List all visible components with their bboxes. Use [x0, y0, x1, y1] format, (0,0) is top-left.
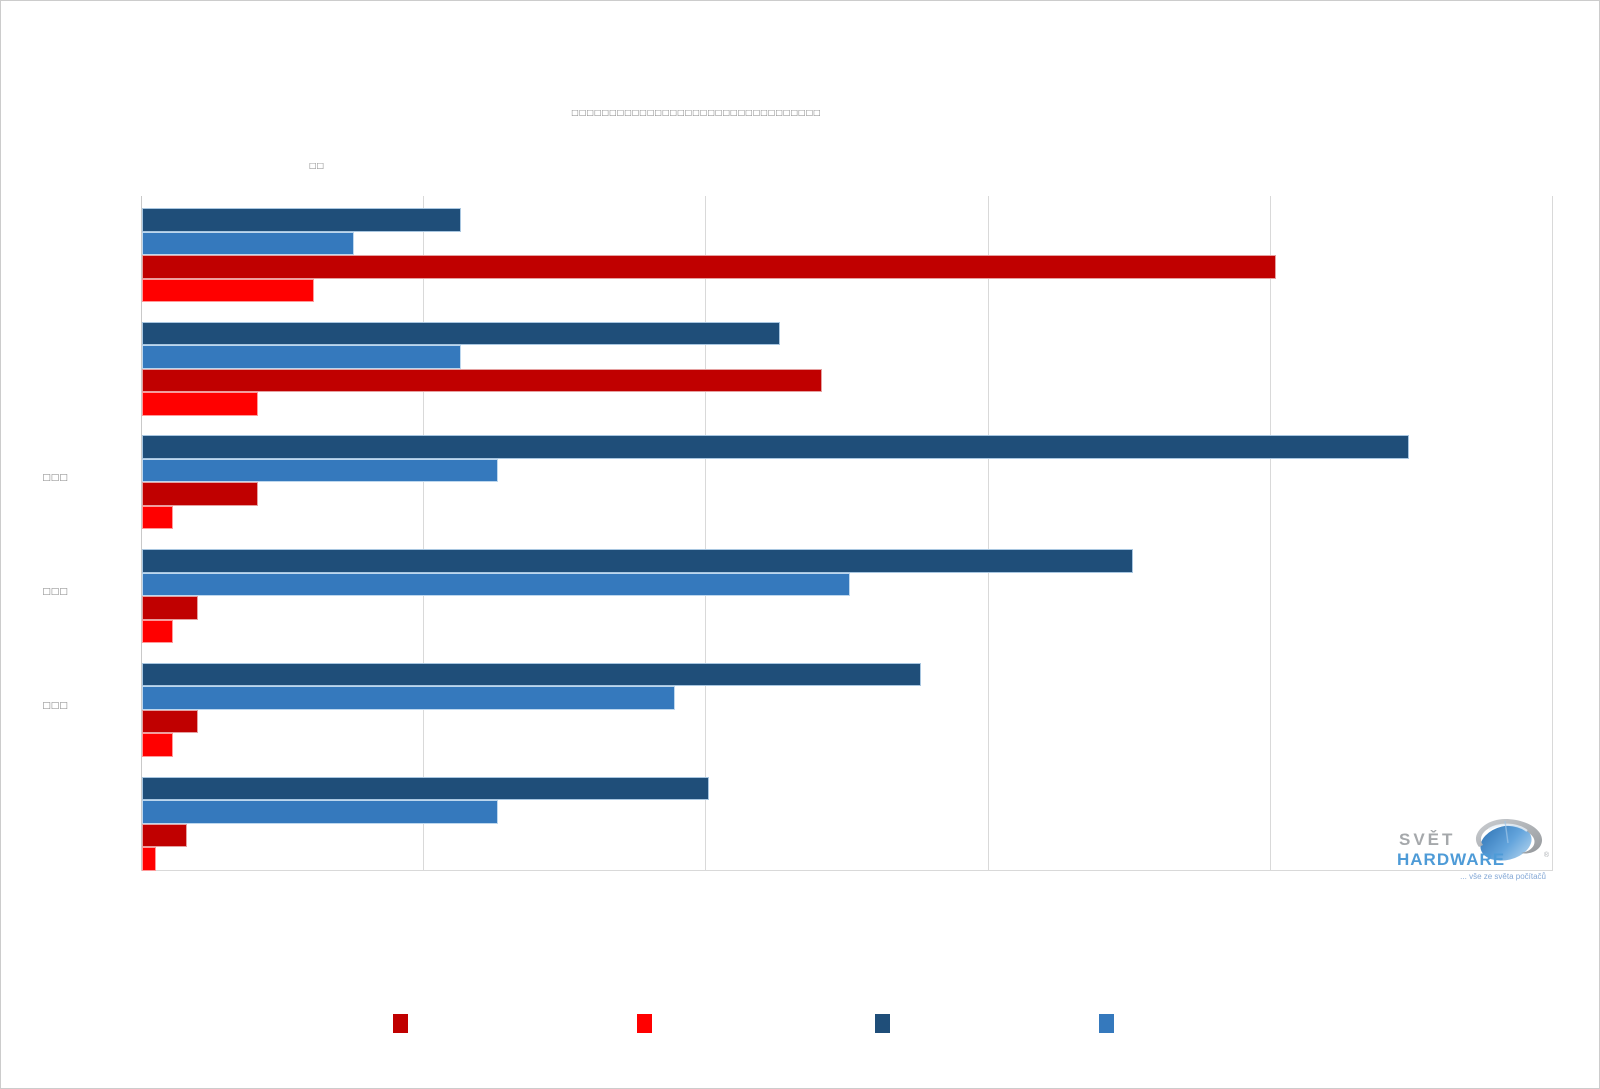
axis-units-label: □□ — [309, 161, 325, 170]
bar-dark-blue-group-1 — [142, 208, 461, 232]
bar-dark-blue-group-3 — [142, 435, 1410, 459]
bar-dark-red-group-5 — [142, 709, 199, 734]
category-label-4: □□□ — [42, 587, 68, 597]
logo-text-hardware: HARDWARE — [1397, 850, 1506, 869]
logo-tagline: ... vše ze světa počítačů — [1460, 872, 1546, 881]
bar-red-group-5 — [142, 733, 174, 757]
bar-medium-blue-group-2 — [142, 345, 461, 369]
legend-dark-red-swatch — [393, 1014, 408, 1033]
legend-medium-blue-swatch — [1099, 1014, 1114, 1033]
bar-dark-blue-group-5 — [142, 662, 921, 687]
bar-dark-red-group-4 — [142, 596, 199, 620]
bar-red-group-4 — [142, 619, 174, 644]
bar-dark-blue-group-4 — [142, 549, 1133, 573]
mouse-logo-icon — [1459, 813, 1545, 870]
category-label-5: □□□ — [42, 701, 68, 711]
gridline-x-3 — [987, 196, 989, 870]
gridline-x-2 — [705, 196, 707, 870]
bar-red-group-6 — [142, 847, 157, 871]
chart-title: □□□□□□□□□□□□□□□□□□□□□□□□□□□□□□□□□ — [571, 108, 821, 117]
logo-text-svet: SVĚT — [1399, 830, 1456, 849]
bar-dark-blue-group-2 — [142, 321, 780, 346]
bar-medium-blue-group-6 — [142, 800, 498, 824]
bar-dark-red-group-2 — [142, 368, 823, 393]
gridline-x-5 — [1552, 196, 1553, 870]
plot-area — [141, 196, 1553, 871]
bar-dark-red-group-1 — [142, 255, 1277, 279]
bar-dark-red-group-3 — [142, 482, 258, 506]
legend-red-swatch — [637, 1014, 652, 1033]
chart-legend — [1, 1009, 1599, 1039]
bar-dark-red-group-6 — [142, 823, 188, 847]
bar-red-group-3 — [142, 505, 174, 530]
bar-medium-blue-group-5 — [142, 686, 676, 710]
bar-red-group-2 — [142, 392, 258, 416]
gridline-x-4 — [1269, 196, 1271, 870]
legend-dark-blue-swatch — [875, 1014, 890, 1033]
svet-hardware-logo: SVĚT HARDWARE ® ... vše ze světa počítač… — [1397, 813, 1549, 891]
gridline-x-1 — [423, 196, 425, 870]
bar-medium-blue-group-1 — [142, 231, 354, 255]
bar-medium-blue-group-3 — [142, 458, 498, 483]
bar-red-group-1 — [142, 278, 315, 302]
bar-dark-blue-group-6 — [142, 776, 710, 800]
category-label-3: □□□ — [42, 473, 68, 483]
registered-trademark-symbol: ® — [1543, 852, 1549, 859]
bar-medium-blue-group-4 — [142, 572, 851, 597]
